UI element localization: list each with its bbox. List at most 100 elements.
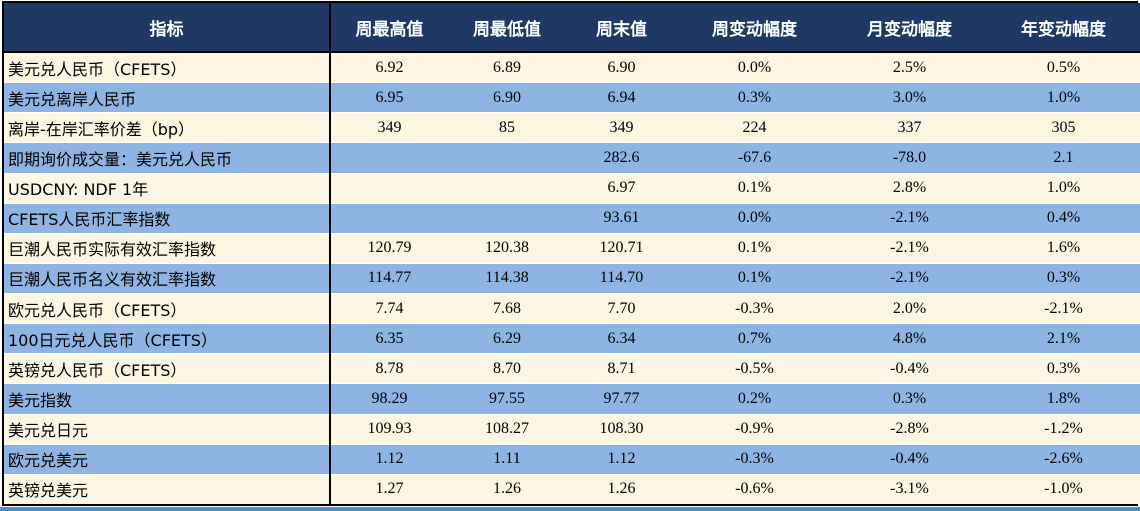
table-cell: 0.5% bbox=[987, 52, 1140, 83]
table-cell: -2.1% bbox=[832, 232, 987, 264]
table-row: 美元指数 98.29 97.55 97.77 0.2% 0.3% 1.8% bbox=[4, 383, 1140, 414]
table-cell bbox=[330, 172, 448, 204]
row-label-cell: CFETS人民币汇率指数 bbox=[4, 202, 331, 234]
table-cell: 6.94 bbox=[566, 82, 677, 113]
table-cell: -0.3% bbox=[677, 443, 832, 475]
table-cell: 6.35 bbox=[330, 323, 448, 354]
header-week-high: 周最高值 bbox=[330, 3, 448, 53]
table-cell: 114.70 bbox=[566, 262, 677, 294]
table-cell: 3.0% bbox=[832, 82, 987, 113]
table-cell: 6.29 bbox=[448, 323, 566, 354]
table-cell: 4.8% bbox=[832, 323, 987, 354]
row-label-cell: 巨潮人民币实际有效汇率指数 bbox=[4, 232, 331, 264]
table-cell: 0.3% bbox=[987, 262, 1140, 294]
table-row: 100日元兑人民币（CFETS） 6.35 6.29 6.34 0.7% 4.8% 2.1% bbox=[4, 323, 1140, 354]
table-cell: 6.90 bbox=[566, 52, 677, 83]
table-cell: 282.6 bbox=[566, 142, 677, 173]
row-label-cell: 英镑兑人民币（CFETS） bbox=[4, 353, 331, 384]
table-cell: -0.5% bbox=[677, 353, 832, 384]
table-row: USDCNY: NDF 1年 6.97 0.1% 2.8% 1.0% bbox=[4, 172, 1140, 204]
table-cell: 1.27 bbox=[330, 473, 448, 504]
row-label-cell: 巨潮人民币名义有效汇率指数 bbox=[4, 262, 331, 294]
header-indicator: 指标 bbox=[4, 3, 331, 53]
row-label-cell: 100日元兑人民币（CFETS） bbox=[4, 323, 331, 354]
table-cell: 0.4% bbox=[987, 202, 1140, 234]
table-body: 美元兑人民币（CFETS） 6.92 6.89 6.90 0.0% 2.5% 0.5% 美元兑… bbox=[4, 52, 1140, 504]
table-cell: 2.1 bbox=[987, 142, 1140, 173]
table-cell: 1.12 bbox=[330, 443, 448, 475]
table-cell: 1.0% bbox=[987, 172, 1140, 204]
table-cell: 1.6% bbox=[987, 232, 1140, 264]
header-month-change: 月变动幅度 bbox=[832, 3, 987, 53]
header-week-change: 周变动幅度 bbox=[677, 3, 832, 53]
table-cell: -2.6% bbox=[987, 443, 1140, 475]
table-cell: 85 bbox=[448, 112, 566, 143]
row-label-cell: 离岸-在岸汇率价差（bp） bbox=[4, 112, 331, 143]
table-cell: 0.3% bbox=[987, 353, 1140, 384]
table-cell: 108.30 bbox=[566, 413, 677, 445]
table-cell bbox=[330, 142, 448, 173]
table-cell: 98.29 bbox=[330, 383, 448, 414]
row-label-cell: 美元指数 bbox=[4, 383, 331, 414]
table-cell: 97.77 bbox=[566, 383, 677, 414]
table-cell: 1.12 bbox=[566, 443, 677, 475]
table-cell: -1.2% bbox=[987, 413, 1140, 445]
table-cell: 120.38 bbox=[448, 232, 566, 264]
table-row: 欧元兑美元 1.12 1.11 1.12 -0.3% -0.4% -2.6% bbox=[4, 443, 1140, 475]
table-cell: -0.4% bbox=[832, 443, 987, 475]
table-cell bbox=[330, 202, 448, 234]
table-cell: 8.71 bbox=[566, 353, 677, 384]
table-row: 离岸-在岸汇率价差（bp） 349 85 349 224 337 305 bbox=[4, 112, 1140, 143]
table-cell: 6.90 bbox=[448, 82, 566, 113]
table-cell: -3.1% bbox=[832, 473, 987, 504]
table-cell: 109.93 bbox=[330, 413, 448, 445]
table-cell: -2.8% bbox=[832, 413, 987, 445]
table-cell: 7.70 bbox=[566, 292, 677, 324]
table-cell: 0.0% bbox=[677, 52, 832, 83]
table-cell: 97.55 bbox=[448, 383, 566, 414]
row-label-cell: 即期询价成交量：美元兑人民币 bbox=[4, 142, 331, 173]
table-cell: 2.1% bbox=[987, 323, 1140, 354]
table-cell: 108.27 bbox=[448, 413, 566, 445]
table-cell: 0.2% bbox=[677, 383, 832, 414]
table-row: 美元兑人民币（CFETS） 6.92 6.89 6.90 0.0% 2.5% 0.5% bbox=[4, 52, 1140, 83]
row-label-cell: 欧元兑美元 bbox=[4, 443, 331, 475]
table-cell: 1.11 bbox=[448, 443, 566, 475]
table-cell: 7.74 bbox=[330, 292, 448, 324]
table-cell bbox=[448, 142, 566, 173]
table-cell: -67.6 bbox=[677, 142, 832, 173]
table-cell: 2.5% bbox=[832, 52, 987, 83]
table-cell: 8.78 bbox=[330, 353, 448, 384]
table-cell bbox=[448, 172, 566, 204]
table-row: 即期询价成交量：美元兑人民币 282.6 -67.6 -78.0 2.1 bbox=[4, 142, 1140, 173]
header-year-change: 年变动幅度 bbox=[987, 3, 1140, 53]
header-week-close: 周末值 bbox=[566, 3, 677, 53]
table-header-row: 指标 周最高值 周最低值 周末值 周变动幅度 月变动幅度 年变动幅度 bbox=[4, 3, 1140, 53]
table-cell: 114.38 bbox=[448, 262, 566, 294]
row-label-cell: 欧元兑人民币（CFETS） bbox=[4, 292, 331, 324]
table-cell: 0.3% bbox=[832, 383, 987, 414]
table-cell: 0.7% bbox=[677, 323, 832, 354]
table-cell: 6.95 bbox=[330, 82, 448, 113]
row-label-cell: USDCNY: NDF 1年 bbox=[4, 172, 331, 204]
table-cell: -0.9% bbox=[677, 413, 832, 445]
table-cell: 337 bbox=[832, 112, 987, 143]
table-cell: 6.34 bbox=[566, 323, 677, 354]
table-cell: 0.1% bbox=[677, 172, 832, 204]
table-cell: 2.0% bbox=[832, 292, 987, 324]
table-cell: 1.26 bbox=[566, 473, 677, 504]
header-week-low: 周最低值 bbox=[448, 3, 566, 53]
table-cell: -2.1% bbox=[832, 262, 987, 294]
table-row: 英镑兑美元 1.27 1.26 1.26 -0.6% -3.1% -1.0% bbox=[4, 473, 1140, 504]
table-cell: 6.97 bbox=[566, 172, 677, 204]
table-cell: 114.77 bbox=[330, 262, 448, 294]
table-cell: 6.92 bbox=[330, 52, 448, 83]
table-cell: -2.1% bbox=[987, 292, 1140, 324]
table-row: 欧元兑人民币（CFETS） 7.74 7.68 7.70 -0.3% 2.0% -2.1% bbox=[4, 292, 1140, 324]
table-cell: -1.0% bbox=[987, 473, 1140, 504]
table-cell: -0.3% bbox=[677, 292, 832, 324]
row-label-cell: 英镑兑美元 bbox=[4, 473, 331, 504]
table-cell bbox=[448, 202, 566, 234]
table-cell: 224 bbox=[677, 112, 832, 143]
row-label-cell: 美元兑日元 bbox=[4, 413, 331, 445]
